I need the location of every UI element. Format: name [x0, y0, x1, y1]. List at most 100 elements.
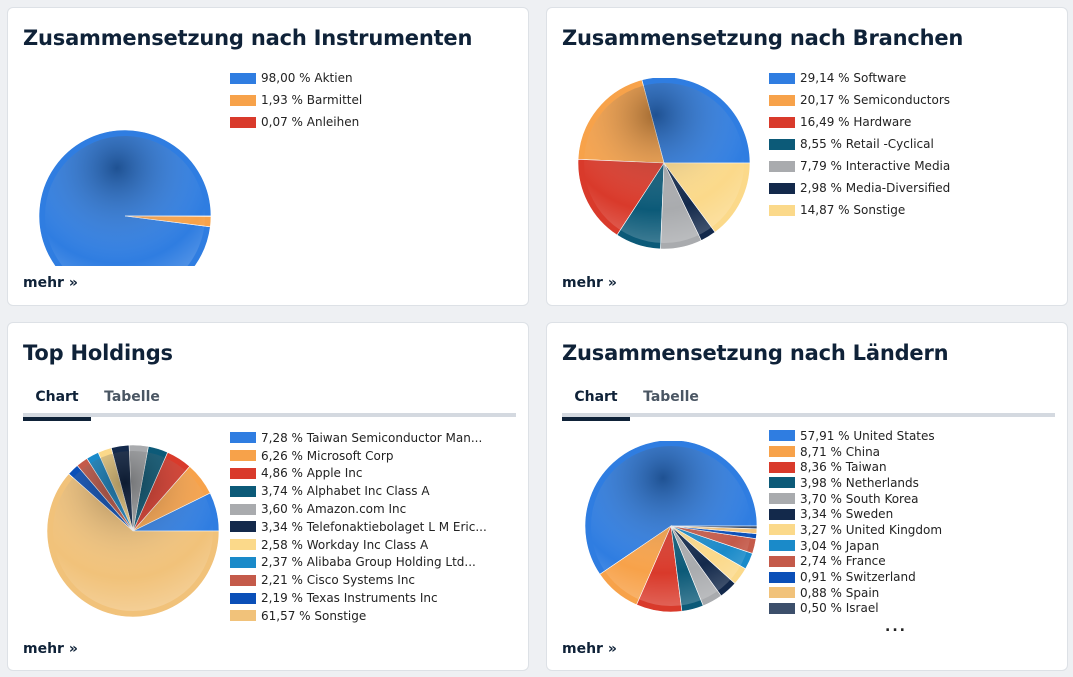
legend-label: 2,21 % Cisco Systems Inc	[261, 573, 416, 588]
legend-item-alibaba-group-holding-ltd: 2,37 % Alibaba Group Holding Ltd...	[230, 554, 487, 572]
more-link[interactable]: mehr »	[562, 275, 617, 291]
legend-swatch	[230, 485, 256, 497]
legend-holdings: 7,28 % Taiwan Semiconductor Man... 6,26 %…	[230, 429, 487, 625]
legend-label: 29,14 % Software	[800, 71, 907, 85]
legend-swatch	[230, 503, 256, 515]
legend-label: 2,37 % Alibaba Group Holding Ltd...	[261, 555, 476, 570]
legend-swatch	[769, 160, 795, 172]
card-instruments: Zusammensetzung nach Instrumenten 98,00 …	[7, 7, 529, 306]
legend-swatch	[230, 450, 256, 462]
legend-swatch	[230, 467, 256, 479]
legend-label: 3,27 % United Kingdom	[800, 522, 943, 537]
legend-label: 2,98 % Media-Diversified	[800, 181, 951, 195]
legend-label: 3,70 % South Korea	[800, 491, 919, 506]
legend-item-retail-cyclical: 8,55 % Retail -Cyclical	[769, 133, 950, 155]
legend-label: 4,86 % Apple Inc	[261, 466, 363, 481]
tab-chart[interactable]: Chart	[23, 383, 91, 421]
legend-item-switzerland: 0,91 % Switzerland	[769, 569, 942, 585]
card-holdings: Top Holdings Chart Tabelle 7,28 % Taiwan…	[7, 322, 529, 671]
legend-item-apple-inc: 4,86 % Apple Inc	[230, 465, 487, 483]
legend-swatch	[769, 571, 795, 583]
more-items-ellipsis: ...	[885, 619, 907, 635]
legend-label: 7,28 % Taiwan Semiconductor Man...	[261, 430, 483, 445]
legend-item-sonstige: 61,57 % Sonstige	[230, 607, 487, 625]
legend-label: 8,55 % Retail -Cyclical	[800, 137, 934, 151]
legend-countries: 57,91 % United States 8,71 % China 8,36 % …	[769, 428, 942, 616]
more-link[interactable]: mehr »	[23, 641, 78, 657]
legend-swatch	[230, 72, 256, 84]
legend-swatch	[769, 477, 795, 489]
card-sectors: Zusammensetzung nach Branchen 29,14 % So…	[546, 7, 1068, 306]
legend-swatch	[230, 521, 256, 533]
pie-chart-instruments	[38, 129, 212, 266]
legend-swatch	[230, 592, 256, 604]
legend-swatch	[769, 461, 795, 473]
legend-item-taiwan-semiconductor-man: 7,28 % Taiwan Semiconductor Man...	[230, 429, 487, 447]
legend-item-amazon-com-inc: 3,60 % Amazon.com Inc	[230, 500, 487, 518]
legend-swatch	[769, 446, 795, 458]
legend-item-software: 29,14 % Software	[769, 67, 950, 89]
legend-item-south-korea: 3,70 % South Korea	[769, 491, 942, 507]
pie-chart-holdings	[46, 444, 220, 618]
legend-item-microsoft-corp: 6,26 % Microsoft Corp	[230, 447, 487, 465]
legend-swatch	[769, 430, 795, 442]
legend-label: 14,87 % Sonstige	[800, 203, 906, 217]
legend-item-sweden: 3,34 % Sweden	[769, 506, 942, 522]
legend-label: 1,93 % Barmittel	[261, 93, 363, 107]
legend-swatch	[230, 610, 256, 622]
more-link[interactable]: mehr »	[562, 641, 617, 657]
legend-swatch	[769, 524, 795, 536]
legend-item-japan: 3,04 % Japan	[769, 538, 942, 554]
legend-item-telefonaktiebolaget-l-m-eric: 3,34 % Telefonaktiebolaget L M Eric...	[230, 518, 487, 536]
legend-swatch	[769, 602, 795, 614]
legend-item-china: 8,71 % China	[769, 444, 942, 460]
legend-swatch	[769, 508, 795, 520]
legend-swatch	[769, 182, 795, 194]
pie-shading	[45, 136, 205, 266]
legend-swatch	[230, 116, 256, 128]
legend-label: 61,57 % Sonstige	[261, 608, 367, 623]
legend-swatch	[230, 94, 256, 106]
legend-item-hardware: 16,49 % Hardware	[769, 111, 950, 133]
legend-swatch	[769, 493, 795, 505]
legend-swatch	[769, 555, 795, 567]
legend-swatch	[769, 138, 795, 150]
pie-chart-sectors	[577, 78, 751, 250]
legend-label: 3,74 % Alphabet Inc Class A	[261, 484, 430, 499]
tab-chart[interactable]: Chart	[562, 383, 630, 421]
legend-swatch	[230, 539, 256, 551]
legend-item-taiwan: 8,36 % Taiwan	[769, 459, 942, 475]
pie-shading	[53, 451, 213, 611]
legend-swatch	[769, 587, 795, 599]
more-link[interactable]: mehr »	[23, 275, 78, 291]
card-title: Zusammensetzung nach Branchen	[562, 26, 964, 50]
legend-label: 6,26 % Microsoft Corp	[261, 448, 394, 463]
legend-label: 57,91 % United States	[800, 428, 935, 443]
pie-chart-countries	[584, 441, 758, 613]
legend-label: 2,19 % Texas Instruments Inc	[261, 591, 438, 606]
legend-label: 3,98 % Netherlands	[800, 475, 919, 490]
legend-label: 98,00 % Aktien	[261, 71, 353, 85]
legend-item-semiconductors: 20,17 % Semiconductors	[769, 89, 950, 111]
legend-label: 3,60 % Amazon.com Inc	[261, 502, 407, 517]
legend-label: 0,91 % Switzerland	[800, 570, 916, 585]
tab-bar: Chart Tabelle	[23, 383, 516, 421]
tab-table[interactable]: Tabelle	[104, 389, 160, 405]
legend-item-interactive-media: 7,79 % Interactive Media	[769, 155, 950, 177]
legend-label: 20,17 % Semiconductors	[800, 93, 951, 107]
legend-swatch	[230, 432, 256, 444]
legend-swatch	[769, 72, 795, 84]
legend-label: 0,07 % Anleihen	[261, 115, 360, 129]
legend-label: 0,50 % Israel	[800, 601, 879, 616]
legend-label: 8,36 % Taiwan	[800, 460, 887, 475]
card-countries: Zusammensetzung nach Ländern Chart Tabel…	[546, 322, 1068, 671]
legend-label: 8,71 % China	[800, 444, 881, 459]
legend-label: 2,58 % Workday Inc Class A	[261, 537, 429, 552]
legend-swatch	[769, 204, 795, 216]
legend-instruments: 98,00 % Aktien 1,93 % Barmittel 0,07 % Anl…	[230, 67, 362, 133]
legend-swatch	[769, 94, 795, 106]
legend-swatch	[230, 556, 256, 568]
tab-table[interactable]: Tabelle	[643, 389, 699, 405]
legend-item-spain: 0,88 % Spain	[769, 585, 942, 601]
legend-item-israel: 0,50 % Israel	[769, 601, 942, 617]
